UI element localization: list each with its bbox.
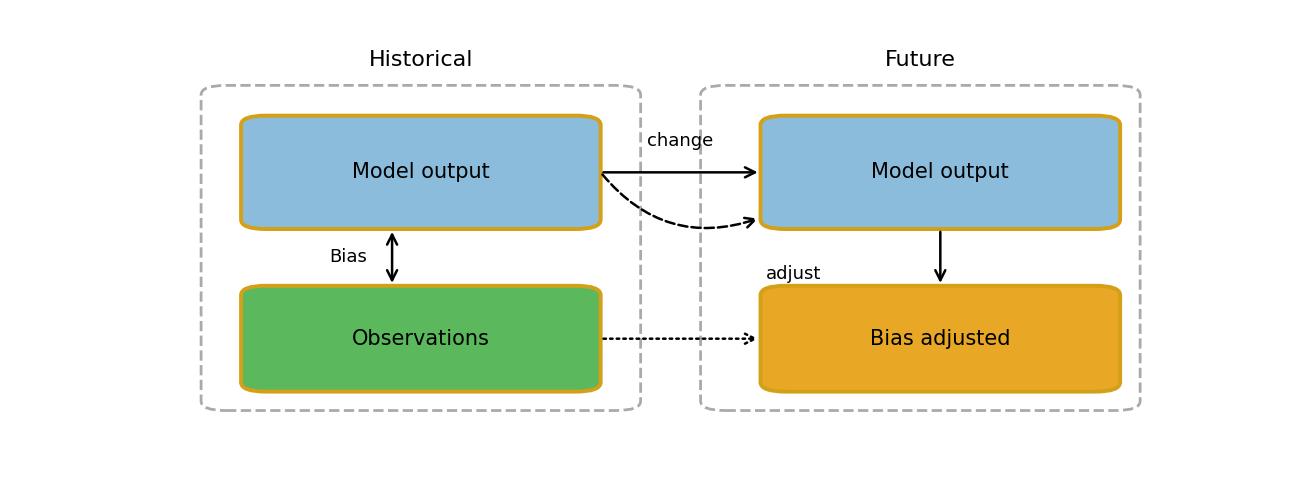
Text: Observations: Observations <box>352 328 490 349</box>
Text: Bias adjusted: Bias adjusted <box>870 328 1011 349</box>
FancyBboxPatch shape <box>241 116 601 229</box>
FancyBboxPatch shape <box>761 116 1120 229</box>
Text: Model output: Model output <box>871 163 1009 182</box>
Text: change: change <box>647 132 714 150</box>
Text: adjust: adjust <box>766 266 821 283</box>
FancyBboxPatch shape <box>241 286 601 392</box>
Text: Future: Future <box>886 50 955 70</box>
Text: Model output: Model output <box>352 163 490 182</box>
Text: Historical: Historical <box>369 50 473 70</box>
Text: Bias: Bias <box>329 248 367 267</box>
FancyBboxPatch shape <box>761 286 1120 392</box>
